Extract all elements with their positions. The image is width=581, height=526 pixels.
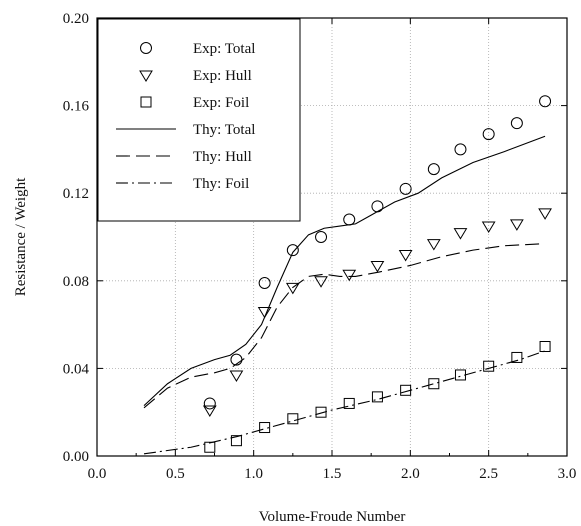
- x-tick-label: 0.0: [88, 466, 107, 482]
- series-4: [143, 243, 546, 409]
- data-point: [539, 95, 552, 108]
- data-point: [286, 244, 299, 257]
- x-tick-label: 2.5: [479, 466, 498, 482]
- y-tick-label: 0.12: [63, 186, 89, 202]
- legend-box: [97, 18, 301, 222]
- y-tick-label: 0.00: [63, 449, 89, 465]
- series-line: [143, 350, 546, 455]
- legend-swatch: [140, 42, 152, 54]
- data-point: [399, 182, 412, 195]
- data-point: [454, 369, 466, 381]
- x-tick-label: 3.0: [558, 466, 577, 482]
- data-point: [314, 276, 328, 288]
- legend-label: Exp: Total: [193, 41, 255, 57]
- data-point: [202, 405, 217, 417]
- x-tick-label: 1.5: [323, 466, 342, 482]
- data-point: [426, 239, 441, 251]
- data-point: [287, 413, 299, 425]
- legend-label: Exp: Hull: [193, 68, 252, 84]
- series-2: [204, 341, 551, 453]
- legend-label: Thy: Total: [193, 122, 255, 138]
- x-tick-label: 0.5: [166, 466, 185, 482]
- data-point: [259, 422, 271, 434]
- data-point: [482, 128, 495, 141]
- data-point: [257, 306, 272, 319]
- series-1: [202, 208, 552, 417]
- data-point: [343, 213, 356, 226]
- data-point: [427, 163, 440, 176]
- series-5: [143, 350, 546, 455]
- data-point: [204, 441, 216, 453]
- data-point: [510, 117, 523, 130]
- data-point: [538, 208, 552, 220]
- data-point: [398, 250, 413, 262]
- x-axis-title: Volume-Froude Number: [259, 509, 406, 525]
- legend-label: Exp: Foil: [193, 95, 249, 111]
- data-point: [203, 397, 216, 410]
- y-tick-label: 0.08: [63, 274, 89, 290]
- y-tick-label: 0.04: [63, 361, 90, 377]
- data-point: [509, 219, 524, 231]
- legend-swatch: [140, 96, 152, 108]
- x-tick-label: 2.0: [401, 466, 420, 482]
- y-axis-title: Resistance / Weight: [13, 177, 29, 296]
- x-tick-label: 1.0: [244, 466, 263, 482]
- legend-label: Thy: Hull: [193, 149, 252, 165]
- data-point: [315, 231, 328, 243]
- data-point: [483, 360, 495, 372]
- data-point: [511, 351, 523, 363]
- series: [143, 95, 552, 455]
- series-line: [143, 243, 546, 409]
- data-point: [453, 228, 468, 240]
- series-line: [143, 135, 546, 407]
- data-point: [230, 435, 242, 447]
- data-point: [258, 276, 271, 289]
- data-point: [229, 370, 244, 382]
- data-point: [370, 260, 385, 273]
- series-3: [143, 135, 546, 407]
- data-point: [454, 143, 467, 156]
- data-point: [371, 200, 384, 213]
- data-point: [428, 378, 440, 390]
- y-tick-label: 0.16: [63, 99, 90, 115]
- data-point: [343, 397, 355, 409]
- data-point: [481, 221, 496, 234]
- legend-label: Thy: Foil: [193, 176, 249, 192]
- y-tick-label: 0.20: [63, 11, 89, 27]
- data-point: [371, 391, 383, 403]
- data-point: [285, 282, 300, 295]
- axes-ticks: 0.0 0.5 1.0 1.5 2.0 2.5 3.0 0.00 0.04 0.08 0.12 0.1…: [63, 11, 577, 482]
- legend: Exp: Total Exp: Hull Exp: Foil Thy: Total Th…: [97, 18, 301, 222]
- legend-swatch: [139, 70, 153, 82]
- data-point: [539, 341, 551, 352]
- data-point: [342, 269, 357, 282]
